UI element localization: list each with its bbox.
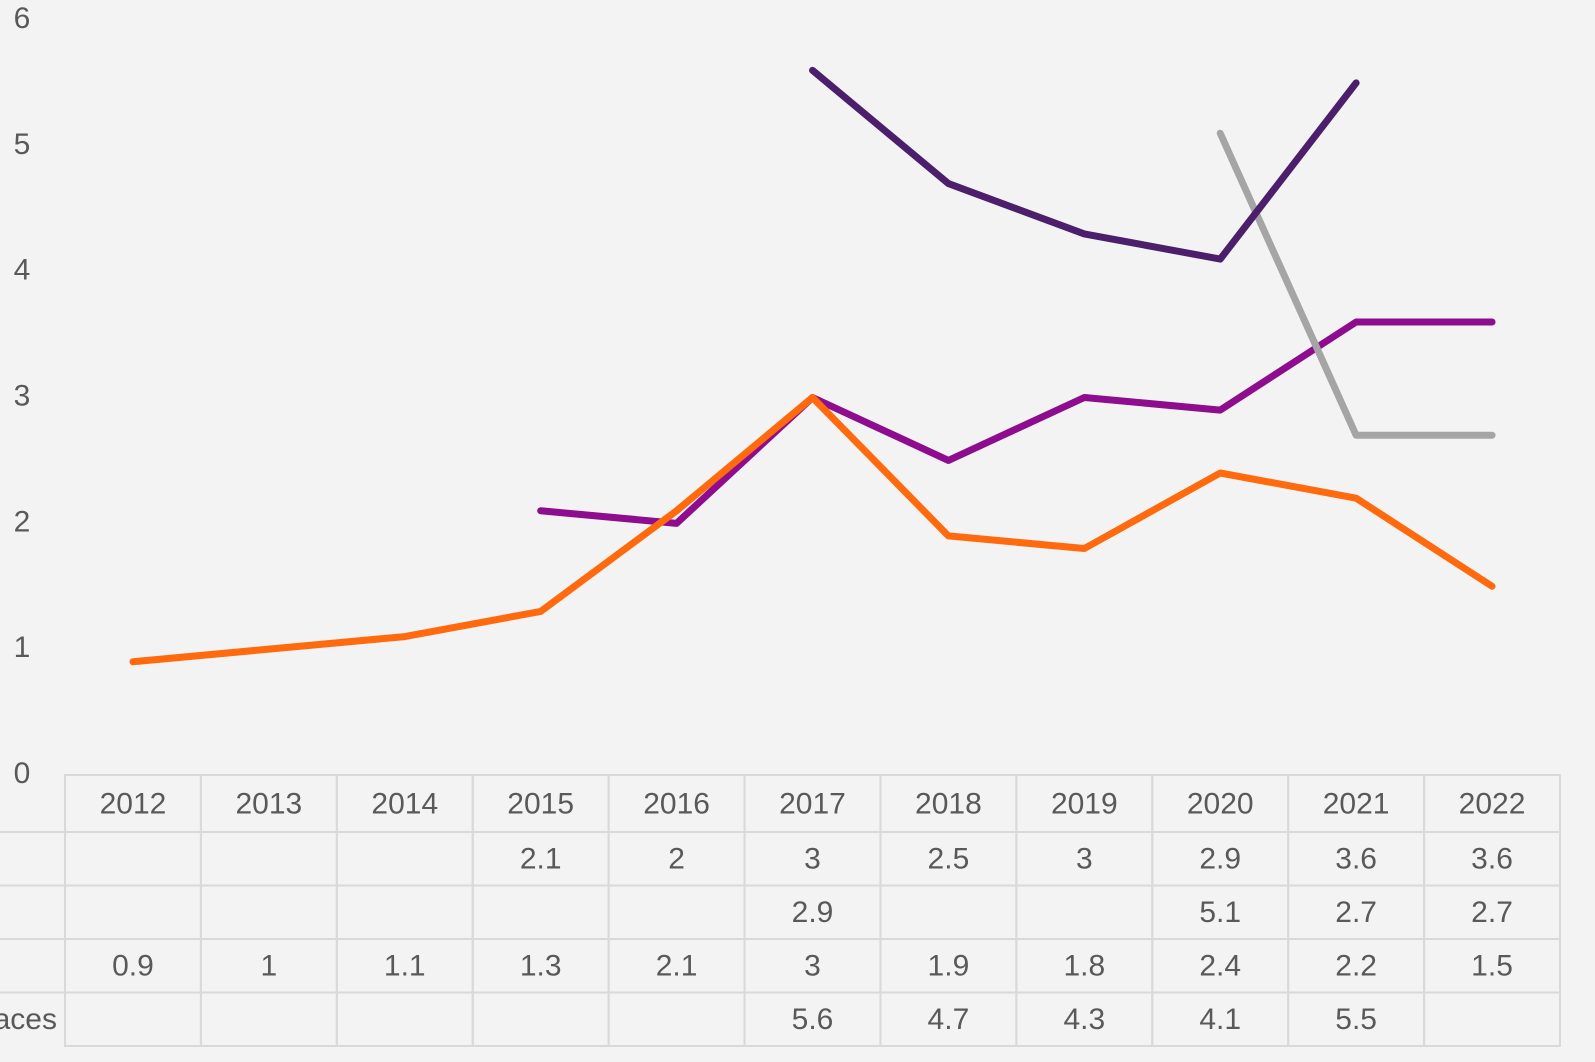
data-label: 2.1 [656, 950, 698, 983]
table-cell [199, 991, 338, 1047]
table-cell [335, 991, 474, 1047]
table-cell [879, 884, 1018, 940]
data-label: 2.5 [928, 843, 970, 876]
x-tick-label: 2017 [779, 787, 846, 820]
x-tick-label: 2013 [235, 787, 302, 820]
table-cell [64, 991, 202, 1047]
y-tick-label: 5 [14, 128, 31, 161]
series-line [537, 318, 1496, 527]
table-cell [471, 884, 610, 940]
series-line [809, 66, 1360, 263]
table-cell [335, 831, 474, 887]
data-label: 0.9 [112, 950, 154, 983]
data-label: 5.5 [1335, 1003, 1377, 1036]
data-label: 1 [261, 950, 278, 983]
table-cell [335, 884, 474, 940]
data-label: 1.5 [1471, 950, 1513, 983]
x-tick-label: 2019 [1051, 787, 1118, 820]
y-tick-label: 1 [14, 631, 31, 664]
data-label: 2.2 [1335, 950, 1377, 983]
data-label: 2.1 [520, 843, 562, 876]
data-label: 3 [1076, 843, 1093, 876]
data-label: 1.3 [520, 950, 562, 983]
data-label: 2.9 [1199, 843, 1241, 876]
data-label: 3.6 [1335, 843, 1377, 876]
series-line [1216, 129, 1496, 439]
data-label: 5.6 [792, 1003, 834, 1036]
data-label: 2.4 [1199, 950, 1241, 983]
data-label: 2.7 [1335, 896, 1377, 929]
table-cell [64, 884, 202, 940]
x-tick-label: 2021 [1323, 787, 1390, 820]
x-tick-label: 2015 [507, 787, 574, 820]
data-label: 3.6 [1471, 843, 1513, 876]
data-label: 4.1 [1199, 1003, 1241, 1036]
data-label: 3 [804, 950, 821, 983]
table-cell [607, 991, 746, 1047]
y-tick-label: 3 [14, 379, 31, 412]
data-label: 2 [668, 843, 685, 876]
data-label: 1.8 [1063, 950, 1105, 983]
data-label: 1.9 [928, 950, 970, 983]
data-label: 3 [804, 843, 821, 876]
data-label: 5.1 [1199, 896, 1241, 929]
y-tick-label: 2 [14, 505, 31, 538]
x-tick-label: 2018 [915, 787, 982, 820]
data-label: 2.9 [792, 896, 834, 929]
table-cell [64, 831, 202, 887]
table-cell [1423, 991, 1562, 1047]
table-cell [199, 884, 338, 940]
table-cell [199, 831, 338, 887]
data-label: 2.7 [1471, 896, 1513, 929]
x-tick-label: 2014 [371, 787, 438, 820]
x-tick-label: 2022 [1459, 787, 1526, 820]
legend-label: aces [0, 1003, 57, 1036]
table-cell [1015, 884, 1154, 940]
y-tick-label: 4 [14, 254, 31, 287]
y-tick-label: 6 [14, 2, 31, 35]
y-tick-label: 0 [14, 757, 31, 790]
x-tick-label: 2020 [1187, 787, 1254, 820]
data-label: 1.1 [384, 950, 426, 983]
data-label: 4.3 [1063, 1003, 1105, 1036]
table-cell [471, 991, 610, 1047]
x-tick-label: 2012 [100, 787, 167, 820]
data-label: 4.7 [928, 1003, 970, 1036]
table-cell [607, 884, 746, 940]
x-tick-label: 2016 [643, 787, 710, 820]
series-line [129, 394, 1496, 666]
